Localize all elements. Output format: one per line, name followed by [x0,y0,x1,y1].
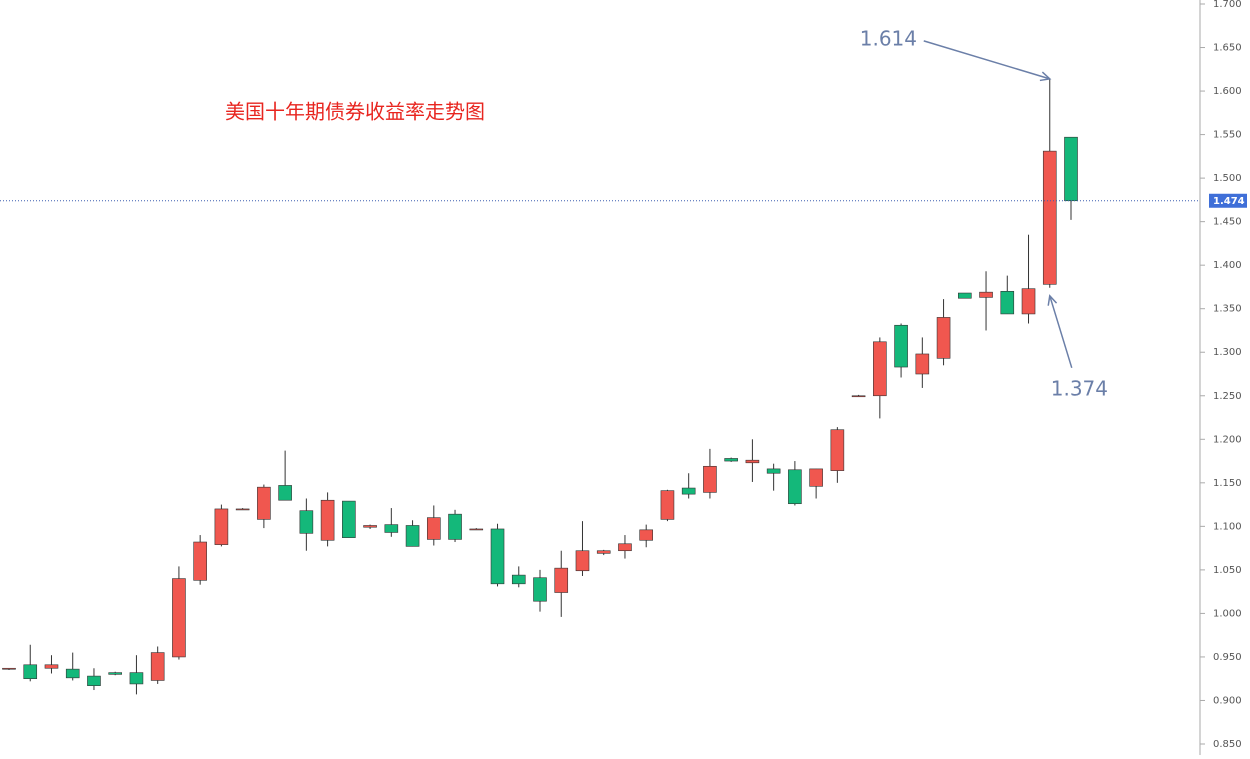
y-tick-label: 1.600 [1213,86,1242,97]
candle-body [681,487,696,495]
y-tick-label: 0.950 [1213,652,1242,663]
y-tick-label: 1.700 [1213,0,1242,10]
candle-body [87,675,101,686]
candle-body [342,500,356,538]
arrow-head [1039,71,1052,82]
candle-body [172,578,186,658]
candle-body [129,672,144,685]
y-tick-label: 1.300 [1213,347,1242,358]
candle-body [108,672,122,675]
last-price-box [1209,193,1247,208]
candle-body [703,465,717,493]
candle-body [384,524,399,533]
y-tick-label: 1.350 [1213,304,1242,315]
y-tick-label: 0.900 [1213,695,1242,706]
candle-body [448,513,462,540]
y-tick-label: 1.250 [1213,391,1242,402]
y-tick-label: 1.550 [1213,130,1242,141]
candle-body [235,508,250,511]
annotation-label: 1.614 [860,26,917,50]
candle-body [23,664,38,680]
y-tick-label: 1.650 [1213,43,1242,54]
candle-body [2,667,16,670]
candle-body [490,528,505,585]
candle-body [936,317,951,359]
y-tick-label: 1.500 [1213,173,1242,184]
candle-body [150,652,165,681]
candle-body [1064,136,1078,202]
candle-body [257,486,271,520]
y-tick-label: 1.100 [1213,521,1242,532]
candle-body [830,429,845,471]
y-tick-label: 1.400 [1213,260,1242,271]
candle-body [278,485,292,501]
y-tick-label: 1.050 [1213,565,1242,576]
candle-body [44,664,59,669]
candle-body [511,574,526,585]
candle-body [469,528,484,531]
candle-body [979,291,993,298]
candle-body [1000,290,1015,315]
arrow-head [1047,294,1058,306]
candle-body [724,458,738,462]
candle-body [533,577,547,602]
candle-body [873,341,887,397]
candle-body [894,324,908,368]
candle-body [915,353,930,375]
chart-title: 美国十年期债券收益率走势图 [225,100,485,124]
candle-body [320,499,335,541]
candle-body [65,668,80,679]
candle-body [851,395,866,398]
candle-body [660,490,675,520]
candle-body [193,541,207,581]
candle-body [745,459,760,464]
candle-body [788,469,802,505]
candle-body [214,508,229,545]
y-tick-label: 1.200 [1213,434,1242,445]
annotation-arrow [923,40,1050,80]
candle-body [766,468,781,474]
candle-body [405,525,420,547]
candle-body [1042,150,1057,285]
y-tick-label: 1.450 [1213,217,1242,228]
candle-body [1021,288,1036,315]
annotation-label: 1.374 [1051,376,1108,400]
candle-body [639,529,654,541]
candle-body [299,510,314,534]
candle-body [426,517,441,540]
candle-body [618,543,632,552]
annotation-arrow [1049,295,1073,369]
candle-body [554,567,569,593]
y-tick-label: 1.000 [1213,608,1242,619]
y-tick-label: 0.850 [1213,739,1242,750]
candle-body [809,468,823,487]
candle-body [363,525,377,528]
last-price-label: 1.474 [1213,196,1245,207]
candle-body [575,550,590,572]
y-tick-label: 1.150 [1213,478,1242,489]
candle-body [596,550,611,554]
candle-body [957,292,972,299]
